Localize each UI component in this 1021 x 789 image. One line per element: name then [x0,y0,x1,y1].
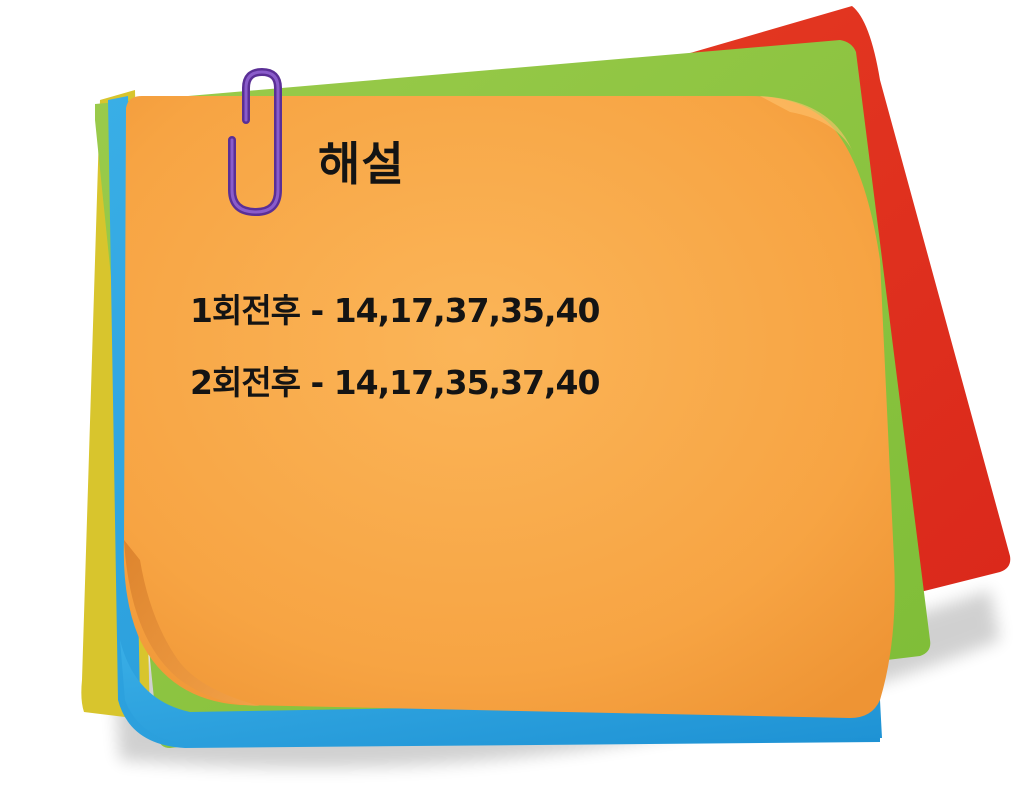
blue-note-edge [120,640,882,744]
note-line-2: 2회전후 - 14,17,35,37,40 [190,363,600,402]
orange-note-curl [124,540,260,706]
note-title: 해설 [318,137,405,191]
orange-note [123,96,895,718]
paperclip-icon [228,68,282,216]
orange-note-top-curl [760,96,852,150]
note-line-1: 1회전후 - 14,17,37,35,40 [190,291,600,330]
